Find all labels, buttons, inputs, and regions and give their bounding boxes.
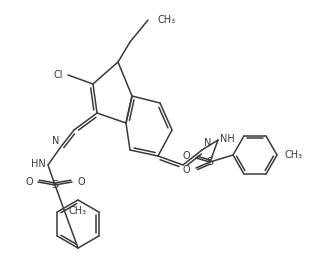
Text: NH: NH (220, 134, 235, 144)
Text: N: N (204, 138, 211, 148)
Text: O: O (182, 151, 190, 161)
Text: Cl: Cl (53, 70, 63, 80)
Text: HN: HN (31, 159, 46, 169)
Text: O: O (182, 165, 190, 175)
Text: CH₃: CH₃ (69, 206, 87, 216)
Text: O: O (25, 177, 33, 187)
Text: S: S (52, 180, 59, 190)
Text: S: S (206, 157, 213, 167)
Text: N: N (52, 136, 59, 146)
Text: CH₃: CH₃ (285, 150, 303, 160)
Text: CH₃: CH₃ (158, 15, 176, 25)
Text: O: O (77, 177, 85, 187)
